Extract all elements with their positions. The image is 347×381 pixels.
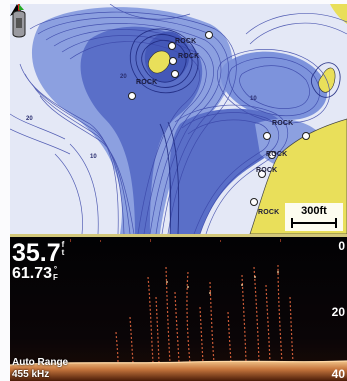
pane-divider[interactable] <box>10 234 347 237</box>
rock-label: ROCK <box>266 151 288 158</box>
depth-value: 35.7 <box>12 239 61 267</box>
rock-label: ROCK <box>178 53 200 60</box>
frequency-label: 455 kHz <box>12 369 50 380</box>
rock-label: ROCK <box>175 38 197 45</box>
depth-scale-bottom: 40 <box>331 367 345 381</box>
rock-label: ROCK <box>256 167 278 174</box>
rock-marker-icon[interactable] <box>169 57 177 65</box>
map-scale: 300ft <box>285 203 343 231</box>
depth-scale-top: 0 <box>338 239 345 253</box>
rock-label: ROCK <box>258 209 280 216</box>
depth-number: 20 <box>26 116 33 122</box>
rock-marker-icon[interactable] <box>258 170 266 178</box>
rock-marker-icon[interactable] <box>263 132 271 140</box>
temperature-unit: ° F <box>53 265 58 282</box>
boat-icon <box>12 4 26 38</box>
depth-scale-mid: 20 <box>331 305 345 319</box>
temperature-readout: 61.73 ° F <box>12 266 58 282</box>
sonar-returns <box>10 239 347 381</box>
rock-marker-icon[interactable] <box>250 198 258 206</box>
rock-marker-icon[interactable] <box>302 132 310 140</box>
rock-label: ROCK <box>272 120 294 127</box>
contour-map <box>10 4 347 234</box>
sonar-panel[interactable]: 35.7 f t 61.73 ° F 0 20 40 Auto Range 455 kH… <box>10 237 347 381</box>
depth-number: 10 <box>90 154 97 160</box>
scale-bar <box>291 218 337 228</box>
rock-marker-icon[interactable] <box>168 42 176 50</box>
depth-number: 10 <box>250 96 257 102</box>
range-mode-label: Auto Range <box>12 357 69 368</box>
depth-readout: 35.7 f t <box>12 241 64 266</box>
rock-label: ROCK <box>136 79 158 86</box>
rock-marker-icon[interactable] <box>171 70 179 78</box>
rock-marker-icon[interactable] <box>205 31 213 39</box>
chart-panel[interactable]: 20 20 10 10 ROCK ROCK ROCK ROCK ROCK ROC… <box>10 4 347 234</box>
rock-marker-icon[interactable] <box>128 92 136 100</box>
temperature-value: 61.73 <box>12 265 53 282</box>
depth-number: 20 <box>120 74 127 80</box>
rock-marker-icon[interactable] <box>268 151 276 159</box>
scale-label: 300ft <box>301 205 327 217</box>
